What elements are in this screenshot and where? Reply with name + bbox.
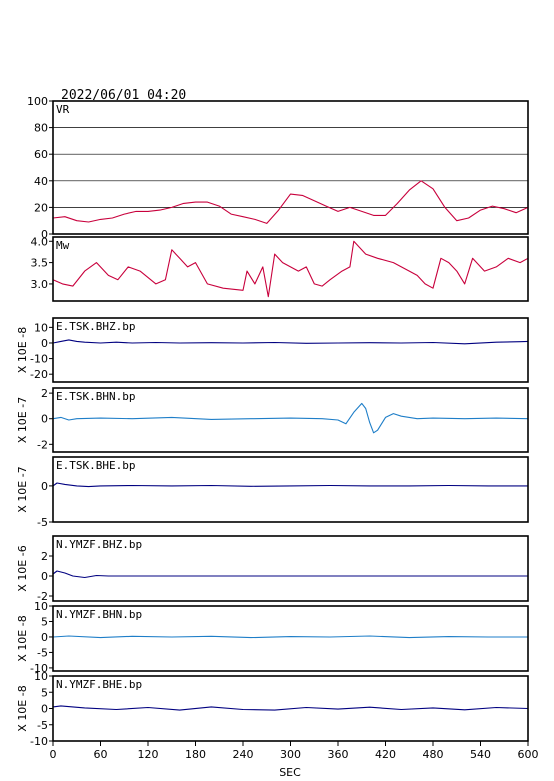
panel-frame <box>52 100 529 235</box>
x-tick-label: 60 <box>94 748 108 761</box>
series-line <box>52 705 529 711</box>
panels: 100806040200VR4.03.53.0Mw100-10-20E.TSK.… <box>16 95 529 748</box>
y-tick-label: -10 <box>30 662 48 675</box>
y-axis-unit-label: X 10E -7 <box>16 466 29 512</box>
y-tick-label: 0 <box>41 631 48 644</box>
y-tick-label: 4.0 <box>31 235 49 248</box>
panel-label: E.TSK.BHZ.bp <box>56 320 135 333</box>
y-tick-label: -5 <box>37 516 48 529</box>
y-tick-label: -5 <box>37 719 48 732</box>
panel-8: 10 5 0 -5 -10 N.YMZF.BHE.bp X 10E -8 <box>16 670 529 748</box>
y-tick-label: 10 <box>34 600 48 613</box>
y-tick-label: 40 <box>34 175 48 188</box>
y-tick-label: 5 <box>41 686 48 699</box>
y-tick-label: 0 <box>41 570 48 583</box>
series-line <box>52 570 528 579</box>
panel-1: 100 80 60 40 20 0 VR <box>27 95 529 241</box>
y-tick-label: 2 <box>41 550 48 563</box>
panel-frame <box>52 605 529 672</box>
panel-frame <box>52 535 529 602</box>
y-tick-label: 10 <box>34 321 48 334</box>
y-tick-label: -20 <box>30 368 48 381</box>
y-tick-label: -5 <box>37 646 48 659</box>
panel-5: 0 -5 E.TSK.BHE.bp X 10E -7 <box>16 456 529 529</box>
y-axis-unit-label: X 10E -6 <box>16 545 29 591</box>
x-tick-label: 540 <box>470 748 491 761</box>
panel-label: N.YMZF.BHZ.bp <box>56 538 142 551</box>
x-tick-label: 600 <box>518 748 539 761</box>
y-tick-label: 100 <box>27 95 48 108</box>
y-tick-label: 5 <box>41 615 48 628</box>
y-tick-label: 80 <box>34 122 48 135</box>
panel-frame <box>52 387 529 453</box>
timestamp-label: 2022/06/01 04:20 <box>61 88 186 103</box>
series-line <box>52 482 528 488</box>
y-axis-unit-label: X 10E -8 <box>16 685 29 731</box>
series-line <box>52 180 529 224</box>
series-line <box>52 402 529 434</box>
y-tick-label: 60 <box>34 148 48 161</box>
y-tick-label: 0 <box>41 480 48 493</box>
panel-6: 2 0 -2 N.YMZF.BHZ.bp X 10E -6 <box>16 535 529 603</box>
y-tick-label: 10 <box>34 670 48 683</box>
panel-label: E.TSK.BHE.bp <box>56 459 135 472</box>
panel-frame <box>52 317 529 383</box>
panel-frame <box>52 236 529 302</box>
y-axis-unit-label: X 10E -7 <box>16 397 29 443</box>
y-tick-label: -2 <box>37 438 48 451</box>
y-axis-unit-label: X 10E -8 <box>16 615 29 661</box>
x-tick-label: 360 <box>328 748 349 761</box>
panel-7: 10 5 0 -5 -10 N.YMZF.BHN.bp X 10E -8 <box>16 600 529 675</box>
panel-label: E.TSK.BHN.bp <box>56 390 135 403</box>
y-tick-label: 0 <box>41 413 48 426</box>
y-tick-label: 0 <box>41 228 48 241</box>
y-tick-label: -2 <box>37 590 48 603</box>
y-tick-label: 3.0 <box>31 278 49 291</box>
x-axis: 0 60 120 180 240 300 360 420 480 540 600 <box>50 741 539 761</box>
x-tick-label: 420 <box>375 748 396 761</box>
y-tick-label: 20 <box>34 201 48 214</box>
x-axis-label: SEC <box>279 766 301 779</box>
x-tick-label: 180 <box>185 748 206 761</box>
y-tick-label: -10 <box>30 353 48 366</box>
y-axis-unit-label: X 10E -8 <box>16 327 29 373</box>
panel-2: 4.0 3.5 3.0 Mw <box>31 235 529 302</box>
panel-3: 10 0 -10 -20 E.TSK.BHZ.bp X 10E -8 <box>16 317 529 383</box>
panel-4: 2 0 -2 E.TSK.BHN.bp X 10E -7 <box>16 387 529 453</box>
panel-label: N.YMZF.BHN.bp <box>56 608 142 621</box>
panel-label: N.YMZF.BHE.bp <box>56 678 142 691</box>
y-tick-label: 2 <box>41 387 48 400</box>
y-tick-label: 0 <box>41 703 48 716</box>
y-tick-label: 0 <box>41 337 48 350</box>
y-tick-label: 3.5 <box>31 257 49 270</box>
x-tick-label: 240 <box>233 748 254 761</box>
panel-label: Mw <box>56 239 70 252</box>
y-tick-label: -10 <box>30 735 48 748</box>
series-line <box>52 635 528 639</box>
panel-label: VR <box>56 103 70 116</box>
panel-frame <box>52 456 529 523</box>
x-tick-label: 0 <box>50 748 57 761</box>
series-line <box>52 240 529 298</box>
x-tick-label: 120 <box>138 748 159 761</box>
x-tick-label: 300 <box>280 748 301 761</box>
series-line <box>52 339 529 345</box>
x-tick-label: 480 <box>423 748 444 761</box>
